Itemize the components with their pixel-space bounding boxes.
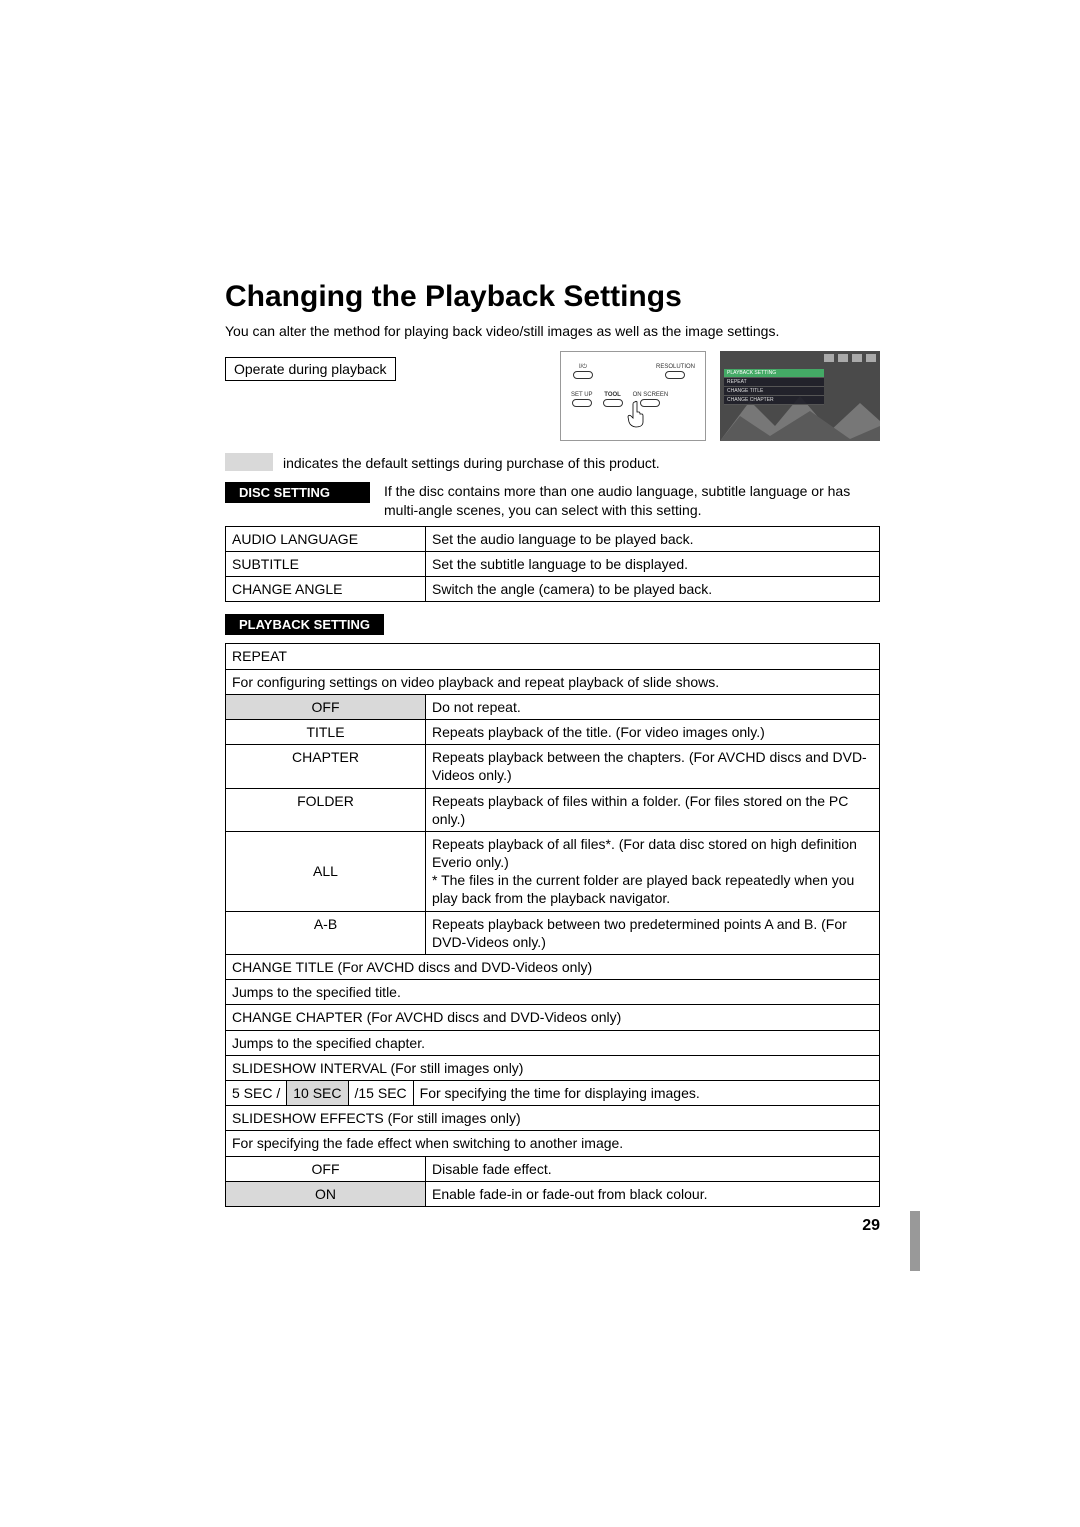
page-number: 29	[225, 1217, 880, 1235]
osd-top-icons	[824, 354, 876, 362]
repeat-header: REPEAT	[226, 644, 880, 669]
setting-value: Set the audio language to be played back…	[426, 526, 880, 551]
disc-setting-table: AUDIO LANGUAGE Set the audio language to…	[225, 526, 880, 603]
table-row: SUBTITLE Set the subtitle language to be…	[226, 552, 880, 577]
table-row: ALL Repeats playback of all files*. (For…	[226, 831, 880, 911]
disc-setting-desc: If the disc contains more than one audio…	[384, 482, 880, 520]
table-row: OFF Do not repeat.	[226, 694, 880, 719]
slideshow-effects-desc: For specifying the fade effect when swit…	[226, 1131, 880, 1156]
slideshow-effects-header: SLIDESHOW EFFECTS (For still images only…	[226, 1106, 880, 1131]
setting-key: CHANGE ANGLE	[226, 577, 426, 602]
playback-setting-badge: PLAYBACK SETTING	[225, 614, 384, 635]
option-value: Repeats playback of files within a folde…	[426, 788, 880, 831]
table-row: CHAPTER Repeats playback between the cha…	[226, 745, 880, 788]
disc-setting-badge: DISC SETTING	[225, 482, 370, 503]
table-row: A-B Repeats playback between two predete…	[226, 911, 880, 954]
table-row: TITLE Repeats playback of the title. (Fo…	[226, 719, 880, 744]
default-note-text: indicates the default settings during pu…	[283, 453, 660, 472]
setting-value: Switch the angle (camera) to be played b…	[426, 577, 880, 602]
table-row: Jumps to the specified chapter.	[226, 1030, 880, 1055]
osd-menu-item: CHANGE CHAPTER	[724, 396, 824, 405]
illustration-row: Operate during playback I/⏻ RESOLUTION	[225, 351, 880, 441]
setting-value: Set the subtitle language to be displaye…	[426, 552, 880, 577]
osd-menu-item: CHANGE TITLE	[724, 387, 824, 396]
interval-opt: /15 SEC	[349, 1081, 414, 1105]
option-value: Repeats playback between the chapters. (…	[426, 745, 880, 788]
option-value: Repeats playback of the title. (For vide…	[426, 719, 880, 744]
tool-button-icon	[603, 399, 623, 407]
osd-menu: PLAYBACK SETTING REPEAT CHANGE TITLE CHA…	[724, 369, 824, 405]
playback-setting-table: REPEAT For configuring settings on video…	[225, 643, 880, 1207]
slideshow-interval-row: 5 SEC / 10 SEC /15 SEC For specifying th…	[226, 1081, 879, 1105]
resolution-label: RESOLUTION	[656, 364, 695, 370]
option-value: Do not repeat.	[426, 694, 880, 719]
table-row: ON Enable fade-in or fade-out from black…	[226, 1181, 880, 1206]
setting-key: SUBTITLE	[226, 552, 426, 577]
table-row: FOLDER Repeats playback of files within …	[226, 788, 880, 831]
operate-label: Operate during playback	[225, 357, 396, 381]
interval-desc: For specifying the time for displaying i…	[414, 1081, 879, 1105]
table-row: Jumps to the specified title.	[226, 980, 880, 1005]
setting-key: AUDIO LANGUAGE	[226, 526, 426, 551]
table-row: AUDIO LANGUAGE Set the audio language to…	[226, 526, 880, 551]
table-row: SLIDESHOW EFFECTS (For still images only…	[226, 1106, 880, 1131]
power-button-icon	[573, 371, 593, 379]
osd-illustration: PLAYBACK SETTING REPEAT CHANGE TITLE CHA…	[720, 351, 880, 441]
option-value: Enable fade-in or fade-out from black co…	[426, 1181, 880, 1206]
table-row: For configuring settings on video playba…	[226, 669, 880, 694]
table-row: REPEAT	[226, 644, 880, 669]
repeat-desc: For configuring settings on video playba…	[226, 669, 880, 694]
change-chapter-desc: Jumps to the specified chapter.	[226, 1030, 880, 1055]
option-key: CHAPTER	[226, 745, 426, 788]
default-note-row: indicates the default settings during pu…	[225, 453, 880, 472]
page-title: Changing the Playback Settings	[225, 280, 880, 314]
table-row: CHANGE CHAPTER (For AVCHD discs and DVD-…	[226, 1005, 880, 1030]
slideshow-interval-header: SLIDESHOW INTERVAL (For still images onl…	[226, 1055, 880, 1080]
osd-menu-header: PLAYBACK SETTING	[724, 369, 824, 378]
option-value: Repeats playback between two predetermin…	[426, 911, 880, 954]
option-key: OFF	[226, 1156, 426, 1181]
interval-opt-default: 10 SEC	[287, 1081, 348, 1105]
setup-label: SET UP	[571, 392, 593, 398]
tool-label: TOOL	[604, 392, 621, 398]
intro-text: You can alter the method for playing bac…	[225, 322, 880, 341]
finger-pointer-icon	[626, 400, 646, 428]
option-key: OFF	[226, 694, 426, 719]
change-title-header: CHANGE TITLE (For AVCHD discs and DVD-Vi…	[226, 955, 880, 980]
change-title-desc: Jumps to the specified title.	[226, 980, 880, 1005]
option-key: A-B	[226, 911, 426, 954]
table-row: For specifying the fade effect when swit…	[226, 1131, 880, 1156]
interval-opt: 5 SEC /	[226, 1081, 287, 1105]
onscreen-label: ON SCREEN	[633, 392, 669, 398]
power-label: I/⏻	[579, 364, 587, 370]
option-value: Disable fade effect.	[426, 1156, 880, 1181]
table-row: OFF Disable fade effect.	[226, 1156, 880, 1181]
table-row: 5 SEC / 10 SEC /15 SEC For specifying th…	[226, 1080, 880, 1105]
option-value: Repeats playback of all files*. (For dat…	[426, 831, 880, 911]
option-key: TITLE	[226, 719, 426, 744]
table-row: CHANGE ANGLE Switch the angle (camera) t…	[226, 577, 880, 602]
table-row: SLIDESHOW INTERVAL (For still images onl…	[226, 1055, 880, 1080]
option-key: ALL	[226, 831, 426, 911]
table-row: CHANGE TITLE (For AVCHD discs and DVD-Vi…	[226, 955, 880, 980]
osd-menu-item: REPEAT	[724, 378, 824, 387]
change-chapter-header: CHANGE CHAPTER (For AVCHD discs and DVD-…	[226, 1005, 880, 1030]
option-key: ON	[226, 1181, 426, 1206]
default-swatch-icon	[225, 453, 273, 471]
setup-button-icon	[572, 399, 592, 407]
option-key: FOLDER	[226, 788, 426, 831]
remote-illustration: I/⏻ RESOLUTION SET UP T	[560, 351, 706, 441]
resolution-button-icon	[665, 371, 685, 379]
